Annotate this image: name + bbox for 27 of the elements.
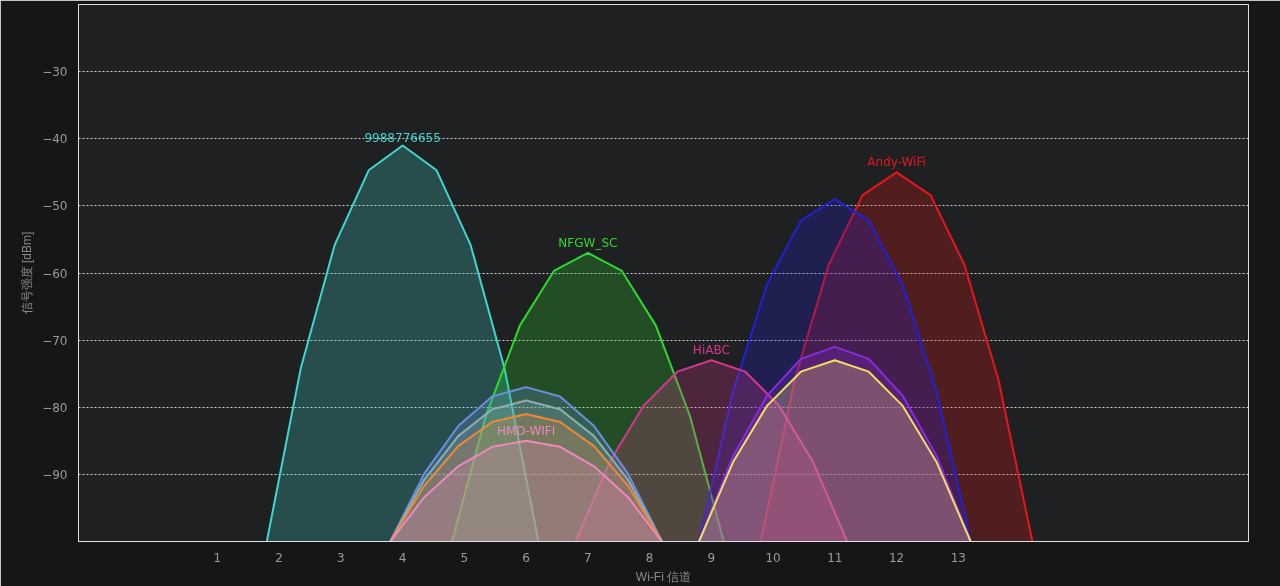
y-tick-label: −80 [42, 400, 68, 415]
x-tick-label: 2 [275, 550, 283, 565]
y-axis-title: 信号强度 [dBm] [20, 231, 35, 315]
series-label: NFGW_SC [558, 235, 618, 250]
y-tick-label: −90 [42, 467, 68, 482]
series-label: HiABC [692, 343, 730, 358]
y-tick-label: −70 [42, 333, 68, 348]
series-label: 9988776655 [364, 131, 441, 146]
x-tick-label: 7 [584, 550, 592, 565]
x-axis-title: Wi-Fi 信道 [635, 569, 692, 584]
x-tick-label: 5 [460, 550, 469, 565]
x-tick-label: 8 [645, 550, 654, 565]
x-tick-label: 10 [765, 550, 781, 565]
x-tick-label: 13 [950, 550, 966, 565]
y-tick-label: −40 [42, 132, 68, 147]
x-tick-label: 4 [398, 550, 407, 565]
x-tick-label: 1 [213, 550, 222, 565]
x-tick-label: 3 [337, 550, 345, 565]
x-tick-label: 12 [888, 550, 905, 565]
x-tick-label: 11 [827, 550, 843, 565]
y-tick-label: −30 [42, 65, 68, 80]
y-tick-label: −50 [42, 199, 68, 214]
y-tick-label: −60 [42, 266, 68, 281]
x-tick-label: 9 [707, 550, 716, 565]
series-label: HMD-WIFI [496, 423, 556, 438]
series-label: Andy-WiFi [867, 155, 926, 170]
x-tick-label: 6 [522, 550, 530, 565]
